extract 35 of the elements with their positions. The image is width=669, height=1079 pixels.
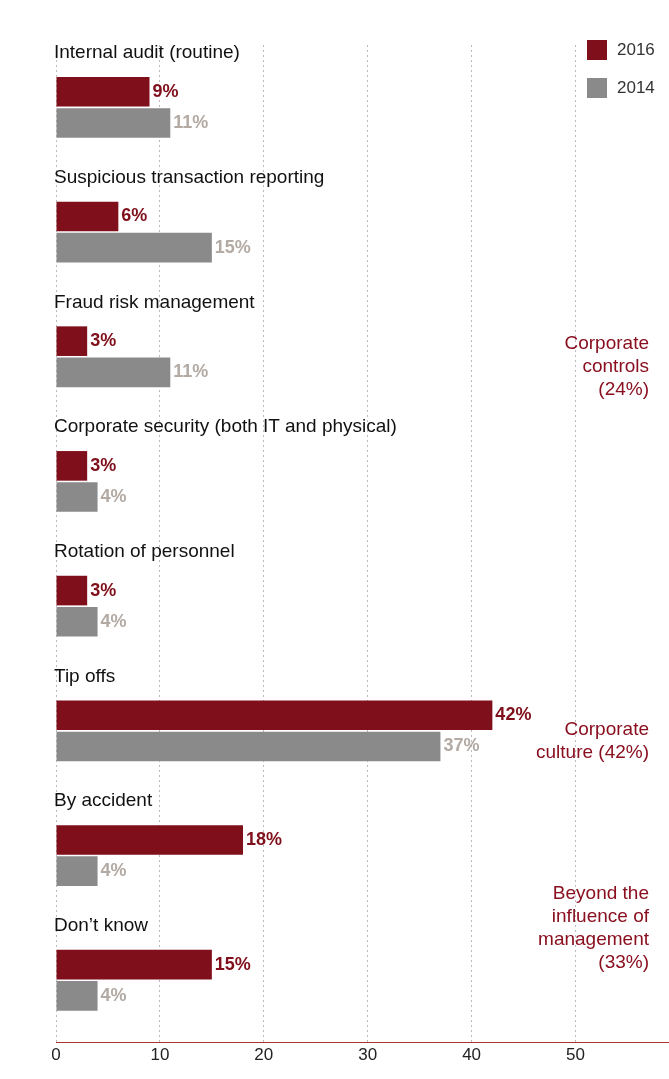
y-tick-label: By accident bbox=[54, 789, 153, 811]
x-tick-label: 0 bbox=[51, 1045, 61, 1065]
data-label: 3% bbox=[90, 579, 117, 600]
data-label: 42% bbox=[495, 704, 532, 725]
data-label: 3% bbox=[90, 330, 117, 351]
data-label: 6% bbox=[121, 205, 148, 226]
annotation: Beyond the influence of management (33%) bbox=[538, 881, 650, 972]
data-label: 15% bbox=[214, 236, 251, 257]
legend-label: 2014 bbox=[617, 77, 655, 97]
data-label: 4% bbox=[100, 610, 127, 631]
y-tick-label: Don’t know bbox=[54, 914, 149, 936]
y-tick-label: Suspicious transaction reporting bbox=[54, 165, 325, 187]
legend-label: 2016 bbox=[617, 39, 655, 59]
y-tick-label: Rotation of personnel bbox=[54, 539, 235, 561]
data-label: 37% bbox=[443, 735, 480, 756]
annotation: Corporate culture (42%) bbox=[536, 717, 649, 762]
y-tick-label: Fraud risk management bbox=[54, 290, 256, 312]
data-label: 4% bbox=[100, 486, 127, 507]
y-tick-label: Corporate security (both IT and physical) bbox=[54, 415, 397, 437]
x-tick-label: 30 bbox=[358, 1045, 378, 1065]
y-tick-label: Internal audit (routine) bbox=[54, 41, 240, 63]
x-tick-label: 40 bbox=[462, 1045, 482, 1065]
data-label: 9% bbox=[152, 80, 179, 101]
data-label: 11% bbox=[173, 111, 209, 132]
y-tick-label: Tip offs bbox=[54, 664, 116, 686]
data-label: 4% bbox=[100, 984, 127, 1005]
annotation: Corporate controls (24%) bbox=[564, 331, 649, 399]
x-tick-label: 50 bbox=[566, 1045, 585, 1065]
data-label: 4% bbox=[100, 860, 127, 881]
x-tick-label: 10 bbox=[150, 1045, 170, 1065]
data-label: 3% bbox=[90, 454, 117, 475]
data-label: 18% bbox=[246, 828, 283, 849]
x-tick-label: 20 bbox=[254, 1045, 274, 1065]
data-label: 11% bbox=[173, 361, 209, 382]
data-label: 15% bbox=[214, 953, 251, 974]
